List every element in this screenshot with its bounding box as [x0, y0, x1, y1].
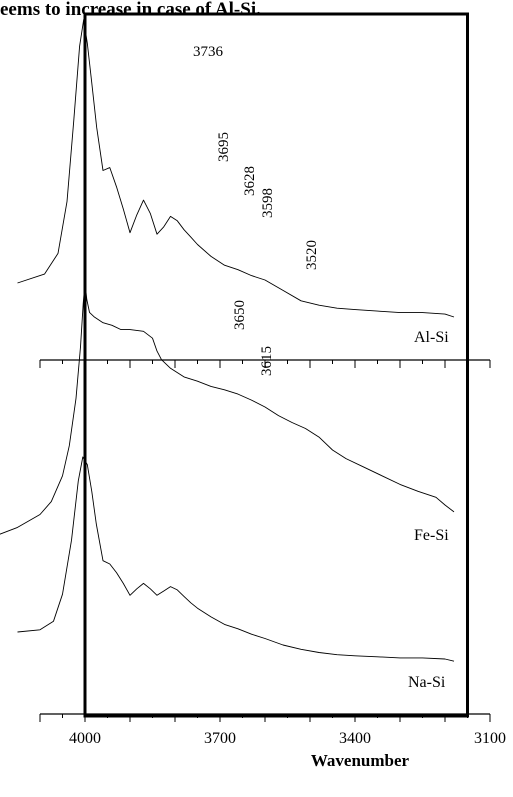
series-label-al-si: Al-Si [414, 329, 449, 346]
x-tick-label: 3100 [474, 730, 506, 747]
series-layer [0, 19, 455, 662]
series-label-na-si: Na-Si [408, 674, 446, 691]
x-axis-title: Wavenumber [311, 751, 410, 770]
peak-annotation: 3520 [304, 240, 320, 270]
series-label-fe-si: Fe-Si [414, 527, 449, 544]
peak-annotation: 3695 [216, 132, 232, 162]
x-tick-label: 3400 [339, 730, 371, 747]
x-tick-label: 3700 [204, 730, 236, 747]
peak-annotation: 3615 [259, 346, 275, 376]
peak-annotation: 3598 [260, 188, 276, 218]
peak-annotation: 3628 [242, 166, 258, 196]
peak-annotation: 3736 [193, 44, 224, 60]
frame-layer [83, 12, 469, 718]
series-line-al-si [17, 19, 455, 318]
peak-annotation: 3650 [232, 300, 248, 330]
plot-frame [83, 12, 469, 718]
axes-layer [39, 359, 491, 722]
label-layer: Al-Si Fe-Si Na-Si [408, 329, 449, 691]
x-tick-label: 4000 [69, 730, 101, 747]
series-line-fe-si [0, 281, 455, 535]
tick-label-layer: 4000 3700 3400 3100 [69, 730, 506, 747]
series-line-na-si [17, 456, 455, 662]
